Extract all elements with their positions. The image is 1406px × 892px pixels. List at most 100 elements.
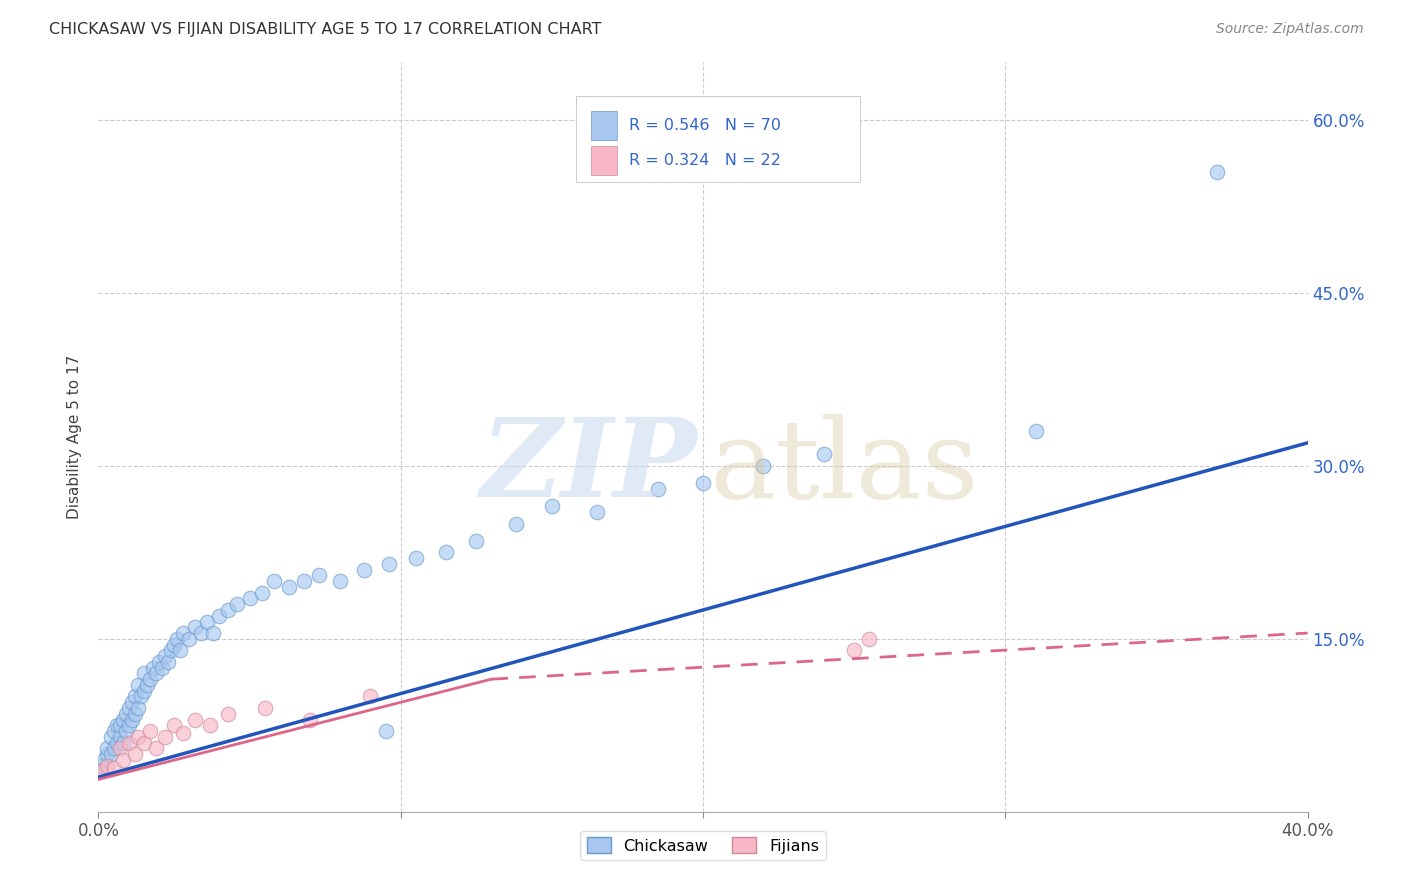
Point	[752, 458, 775, 473]
Text: R = 0.324   N = 22: R = 0.324 N = 22	[630, 153, 782, 168]
Point	[405, 551, 427, 566]
Point	[111, 753, 134, 767]
Point	[103, 724, 125, 739]
Legend: Chickasaw, Fijians: Chickasaw, Fijians	[581, 831, 825, 860]
Point	[111, 713, 134, 727]
Point	[586, 505, 609, 519]
Point	[145, 741, 167, 756]
Point	[217, 706, 239, 721]
Point	[139, 724, 162, 739]
Point	[374, 724, 396, 739]
Point	[172, 726, 194, 740]
Point	[202, 626, 225, 640]
Point	[103, 741, 125, 756]
Point	[377, 557, 399, 571]
Point	[121, 695, 143, 709]
Point	[299, 713, 322, 727]
Text: ZIP: ZIP	[481, 413, 697, 521]
Point	[308, 568, 330, 582]
Point	[139, 672, 162, 686]
Text: CHICKASAW VS FIJIAN DISABILITY AGE 5 TO 17 CORRELATION CHART: CHICKASAW VS FIJIAN DISABILITY AGE 5 TO …	[49, 22, 602, 37]
Point	[329, 574, 352, 589]
Point	[90, 764, 112, 779]
FancyBboxPatch shape	[591, 112, 617, 140]
Point	[200, 718, 222, 732]
Point	[172, 626, 194, 640]
FancyBboxPatch shape	[576, 96, 860, 182]
Point	[184, 620, 207, 634]
Point	[813, 447, 835, 461]
Point	[100, 747, 122, 761]
Point	[190, 626, 212, 640]
Point	[179, 632, 201, 646]
Point	[105, 718, 128, 732]
Point	[108, 730, 131, 744]
Text: Source: ZipAtlas.com: Source: ZipAtlas.com	[1216, 22, 1364, 37]
Point	[105, 735, 128, 749]
FancyBboxPatch shape	[591, 146, 617, 175]
Point	[124, 690, 146, 704]
Point	[127, 730, 149, 744]
Point	[132, 666, 155, 681]
Point	[353, 563, 375, 577]
Point	[114, 706, 136, 721]
Point	[250, 585, 273, 599]
Point	[434, 545, 457, 559]
Point	[108, 718, 131, 732]
Point	[169, 643, 191, 657]
Y-axis label: Disability Age 5 to 17: Disability Age 5 to 17	[67, 355, 83, 519]
Point	[156, 655, 179, 669]
Point	[505, 516, 527, 531]
Point	[96, 741, 118, 756]
Point	[96, 747, 118, 761]
Text: atlas: atlas	[709, 414, 979, 521]
Point	[127, 701, 149, 715]
Point	[647, 482, 669, 496]
Point	[124, 706, 146, 721]
Point	[135, 678, 157, 692]
Point	[277, 580, 299, 594]
Text: R = 0.546   N = 70: R = 0.546 N = 70	[630, 118, 782, 133]
Point	[217, 603, 239, 617]
Point	[127, 678, 149, 692]
Point	[150, 660, 173, 674]
Point	[142, 660, 165, 674]
Point	[540, 500, 562, 514]
Point	[90, 758, 112, 772]
Point	[103, 761, 125, 775]
Point	[108, 741, 131, 756]
Point	[124, 747, 146, 761]
Point	[239, 591, 262, 606]
Point	[1024, 425, 1046, 439]
Point	[118, 735, 141, 749]
Point	[118, 701, 141, 715]
Point	[111, 735, 134, 749]
Point	[100, 730, 122, 744]
Point	[253, 701, 276, 715]
Point	[1206, 165, 1229, 179]
Point	[160, 643, 183, 657]
Point	[208, 608, 231, 623]
Point	[166, 632, 188, 646]
Point	[195, 615, 218, 629]
Point	[93, 753, 115, 767]
Point	[132, 735, 155, 749]
Point	[129, 690, 152, 704]
Point	[118, 718, 141, 732]
Point	[132, 683, 155, 698]
Point	[121, 713, 143, 727]
Point	[226, 597, 249, 611]
Point	[844, 643, 866, 657]
Point	[163, 638, 186, 652]
Point	[292, 574, 315, 589]
Point	[96, 758, 118, 772]
Point	[360, 690, 382, 704]
Point	[263, 574, 285, 589]
Point	[692, 476, 714, 491]
Point	[148, 655, 170, 669]
Point	[858, 632, 880, 646]
Point	[145, 666, 167, 681]
Point	[184, 713, 207, 727]
Point	[153, 649, 176, 664]
Point	[153, 730, 176, 744]
